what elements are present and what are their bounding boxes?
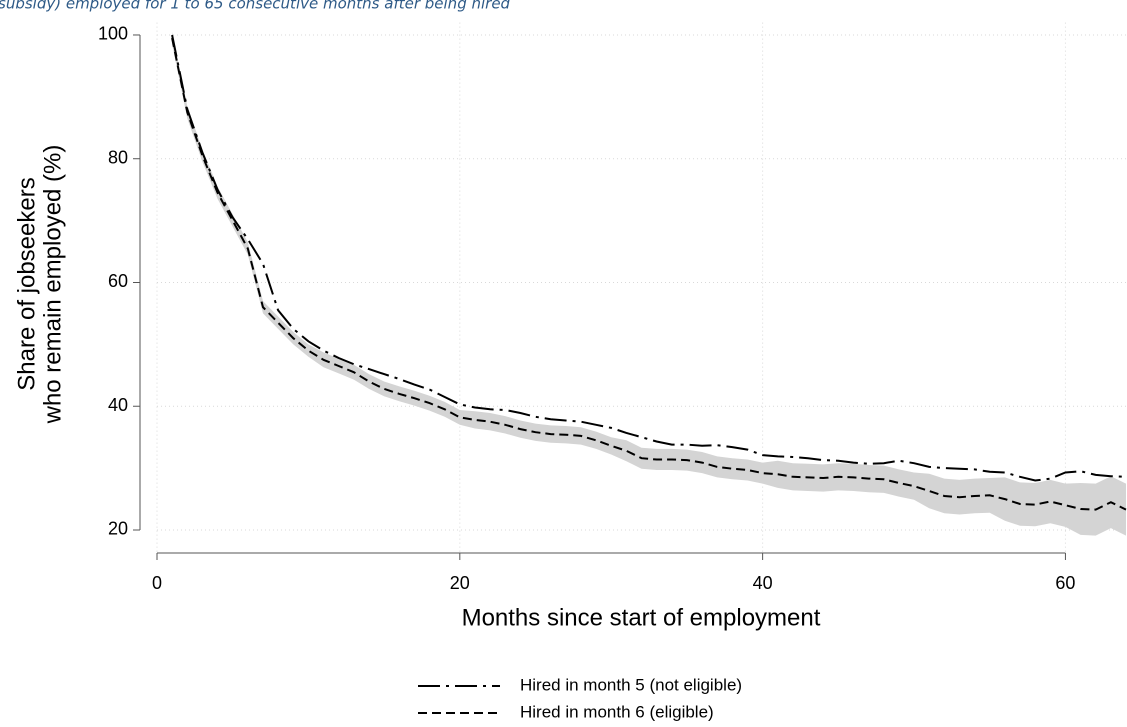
y-tick-label: 60 [108, 271, 128, 291]
y-axis-title: Share of jobseekers [13, 177, 40, 390]
y-tick-label: 20 [108, 519, 128, 539]
chart-subtitle: subsidy) employed for 1 to 65 consecutiv… [0, 0, 511, 13]
confidence-band [172, 31, 1127, 536]
y-axis-title: who remain employed (%) [39, 145, 66, 425]
x-axis-title: Months since start of employment [462, 604, 821, 631]
legend-label: Hired in month 5 (not eligible) [520, 675, 742, 694]
series-line [171, 34, 1127, 482]
x-tick-label: 40 [753, 573, 773, 593]
y-tick-label: 80 [108, 147, 128, 167]
x-tick-label: 0 [152, 573, 162, 593]
series-line [171, 37, 1127, 511]
y-tick-label: 40 [108, 395, 128, 415]
y-tick-label: 100 [98, 24, 128, 44]
legend-label: Hired in month 6 (eligible) [520, 702, 714, 721]
x-tick-label: 60 [1055, 573, 1075, 593]
x-tick-label: 20 [450, 573, 470, 593]
